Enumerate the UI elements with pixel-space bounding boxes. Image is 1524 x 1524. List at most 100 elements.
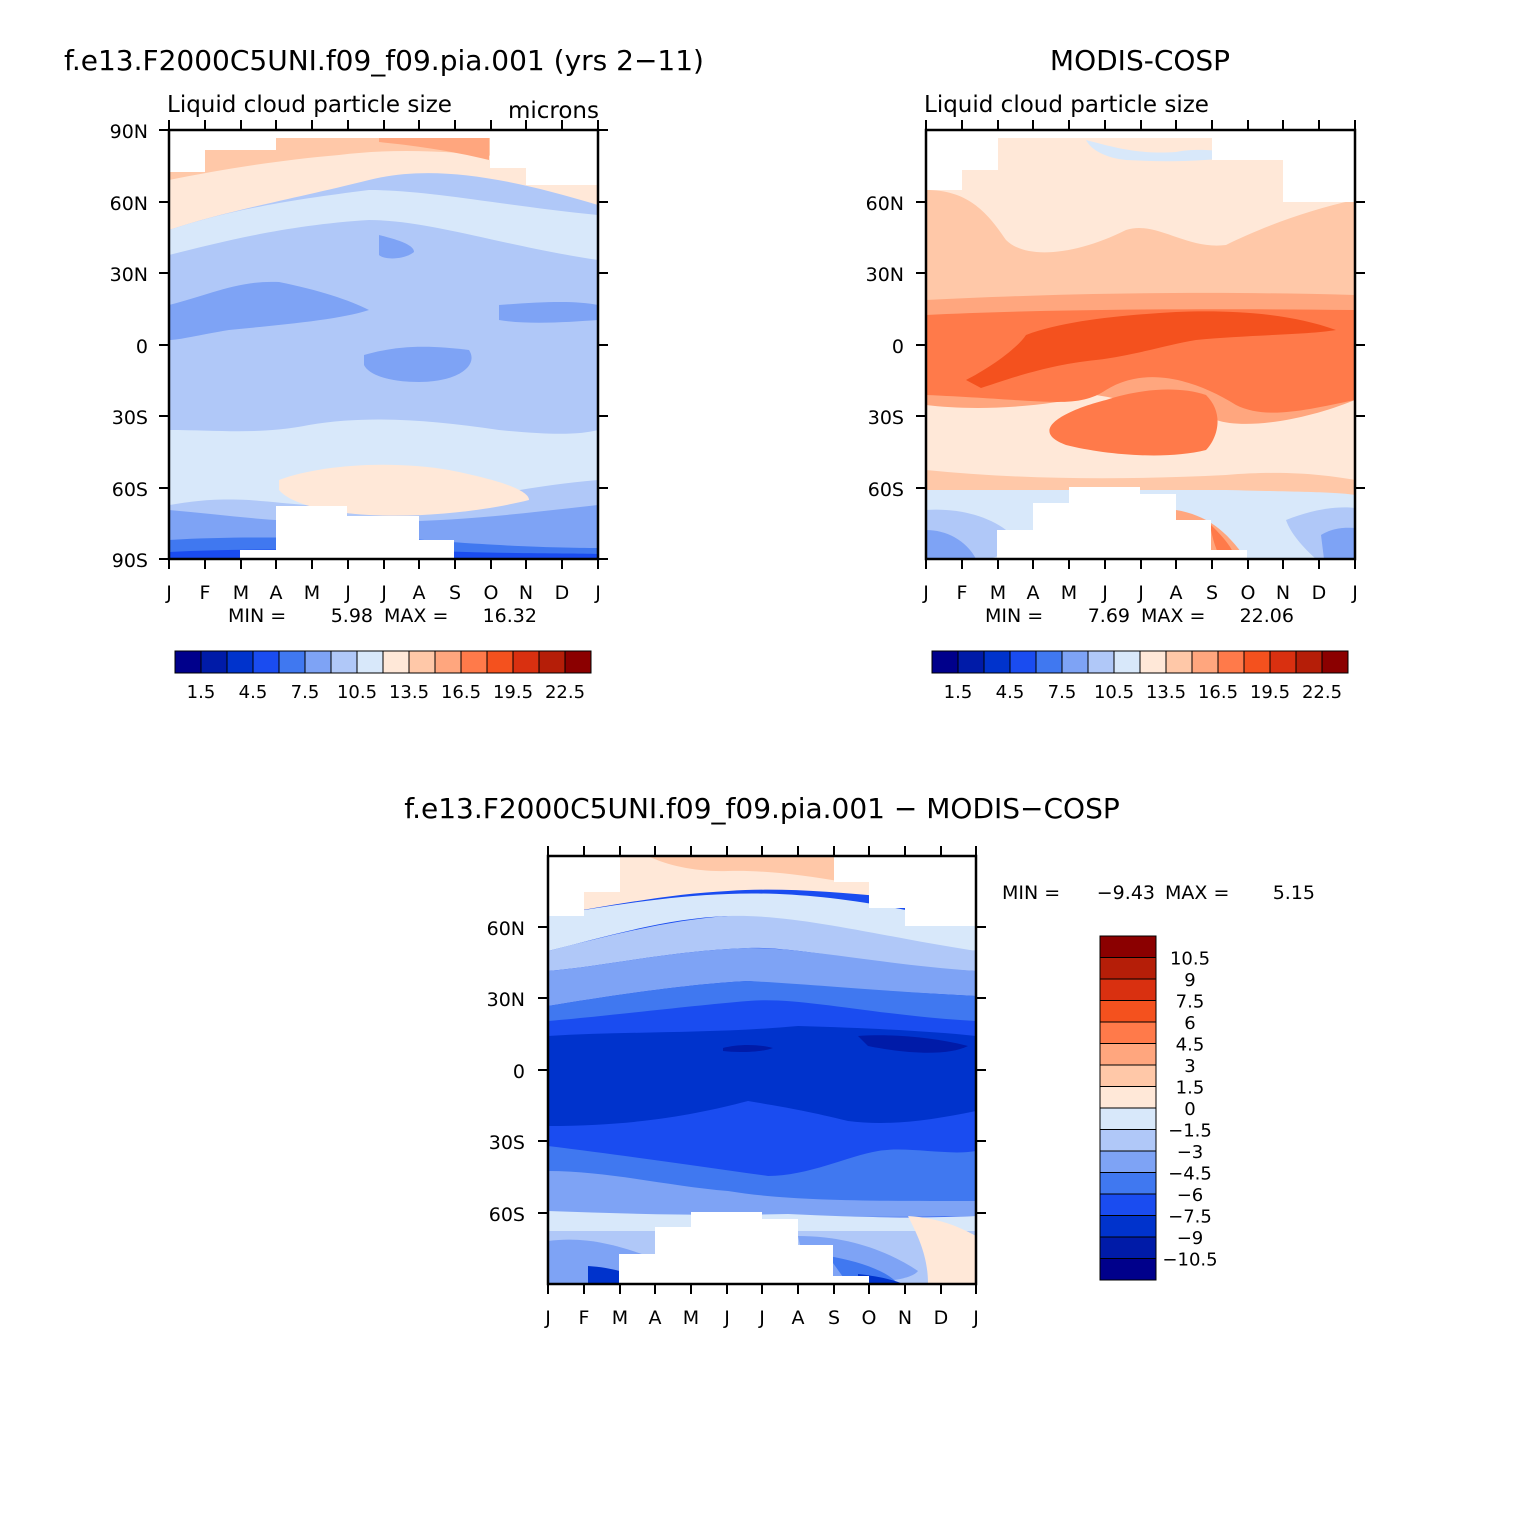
y-tick-label: 60S [489, 1204, 525, 1226]
colorbar-swatch [1099, 1086, 1157, 1109]
x-tick-label: N [1276, 582, 1290, 604]
obs-colorbar: 1.5 4.5 7.5 10.5 13.5 16.5 19.5 22.5 [931, 650, 1349, 703]
colorbar-swatch [252, 650, 280, 674]
colorbar-label: 19.5 [1250, 682, 1290, 703]
x-tick-label: F [579, 1307, 590, 1329]
colorbar-swatch [1099, 1150, 1157, 1173]
colorbar-swatch [512, 650, 540, 674]
y-tick-label: 60N [487, 918, 525, 940]
y-tick-label: 30N [866, 264, 904, 286]
colorbar-swatch [1099, 1236, 1157, 1259]
colorbar-swatch [1099, 1129, 1157, 1152]
colorbar-label: 1.5 [187, 682, 216, 703]
colorbar-swatch [278, 650, 306, 674]
min-label: MIN = [1002, 882, 1060, 904]
x-tick-label: J [165, 582, 172, 604]
colorbar-label: −7.5 [1168, 1207, 1212, 1228]
x-tick-label: N [519, 582, 533, 604]
colorbar-swatch [1139, 650, 1167, 674]
x-tick-label: D [555, 582, 570, 604]
colorbar-swatch [174, 650, 202, 674]
y-tick-label: 30S [868, 407, 904, 429]
y-tick-label: 0 [892, 336, 904, 358]
colorbar-swatch [1295, 650, 1323, 674]
colorbar-swatch [460, 650, 488, 674]
x-tick-label: O [484, 582, 499, 604]
colorbar-label: 1.5 [1176, 1078, 1205, 1099]
colorbar-label: −9 [1177, 1228, 1204, 1249]
diff-x-labels: J F M A M J J A S O N D J [544, 1307, 979, 1329]
colorbar-swatch [1099, 978, 1157, 1001]
x-tick-label: A [413, 582, 426, 604]
x-tick-label: M [1061, 582, 1077, 604]
model-ticks [159, 120, 608, 569]
model-units: microns [508, 98, 599, 124]
x-tick-label: S [828, 1307, 840, 1329]
model-colorbar: 1.5 4.5 7.5 10.5 13.5 16.5 19.5 22.5 [174, 650, 592, 703]
x-tick-label: J [544, 1307, 551, 1329]
x-tick-label: N [898, 1307, 912, 1329]
colorbar-label: 9 [1184, 970, 1195, 991]
colorbar-label: 13.5 [1146, 682, 1186, 703]
colorbar-swatch [983, 650, 1011, 674]
colorbar-swatch [1099, 1172, 1157, 1195]
model-y-labels: 90N 60N 30N 0 30S 60S 90S [110, 121, 148, 572]
x-tick-label: J [922, 582, 929, 604]
colorbar-label: 13.5 [389, 682, 429, 703]
colorbar-swatch [356, 650, 384, 674]
max-label: MAX = [384, 605, 448, 627]
y-tick-label: 60N [866, 193, 904, 215]
diff-min-max: MIN = −9.43 MAX = 5.15 [1002, 882, 1315, 904]
x-tick-label: M [612, 1307, 628, 1329]
colorbar-swatch [1099, 1107, 1157, 1130]
min-value: 7.69 [1088, 605, 1130, 627]
y-tick-label: 90S [112, 550, 148, 572]
colorbar-swatch [1099, 1064, 1157, 1087]
colorbar-swatch [1321, 650, 1349, 674]
colorbar-swatch [330, 650, 358, 674]
y-tick-label: 60S [112, 479, 148, 501]
colorbar-label: 3 [1184, 1056, 1195, 1077]
colorbar-swatch [564, 650, 592, 674]
y-tick-label: 0 [136, 336, 148, 358]
x-tick-label: S [1206, 582, 1218, 604]
diff-plot-area [548, 856, 976, 1284]
min-label: MIN = [985, 605, 1043, 627]
diff-colorbar: 10.597.564.531.50−1.5−3−4.5−6−7.5−9−10.5 [1099, 935, 1218, 1281]
colorbar-label: −1.5 [1168, 1121, 1212, 1142]
colorbar-label: 16.5 [441, 682, 481, 703]
model-min-max: MIN = 5.98 MAX = 16.32 [228, 605, 537, 627]
colorbar-swatch [1269, 650, 1297, 674]
colorbar-label: 22.5 [545, 682, 585, 703]
diff-ticks [538, 846, 986, 1294]
min-value: 5.98 [331, 605, 373, 627]
colorbar-swatch [1099, 935, 1157, 958]
max-value: 5.15 [1273, 882, 1315, 904]
colorbar-swatch [1009, 650, 1037, 674]
x-tick-label: J [380, 582, 387, 604]
obs-y-labels: 60N 30N 0 30S 60S [866, 193, 904, 501]
colorbar-swatch [1113, 650, 1141, 674]
max-value: 22.06 [1240, 605, 1294, 627]
x-tick-label: M [683, 1307, 699, 1329]
colorbar-swatch [1099, 1258, 1157, 1281]
colorbar-swatch [1087, 650, 1115, 674]
colorbar-swatch [1217, 650, 1245, 674]
y-tick-label: 30S [112, 407, 148, 429]
x-tick-label: J [723, 1307, 730, 1329]
y-tick-label: 30N [487, 989, 525, 1011]
x-tick-label: J [1137, 582, 1144, 604]
obs-min-max: MIN = 7.69 MAX = 22.06 [985, 605, 1294, 627]
y-tick-label: 30S [489, 1132, 525, 1154]
y-tick-label: 60S [868, 479, 904, 501]
colorbar-swatch [1243, 650, 1271, 674]
model-subtitle: Liquid cloud particle size [167, 92, 452, 118]
max-value: 16.32 [483, 605, 537, 627]
x-tick-label: M [233, 582, 249, 604]
obs-plot-area [926, 130, 1355, 559]
panel-diff: f.e13.F2000C5UNI.f09_f09.pia.001 − MODIS… [404, 792, 1315, 1329]
colorbar-label: 0 [1184, 1099, 1195, 1120]
max-label: MAX = [1165, 882, 1229, 904]
x-tick-label: O [862, 1307, 877, 1329]
x-tick-label: M [990, 582, 1006, 604]
